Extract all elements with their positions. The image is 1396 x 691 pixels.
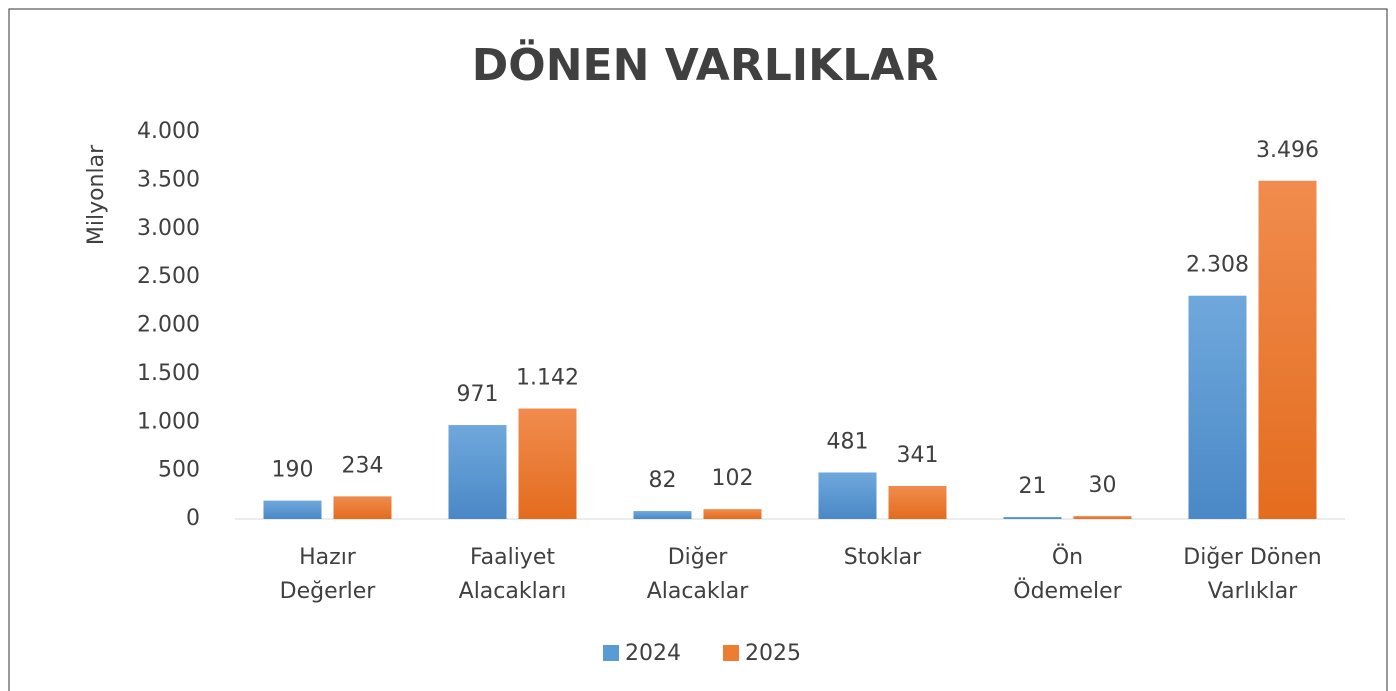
data-label: 3.496 (1256, 138, 1319, 163)
bar (333, 496, 392, 519)
data-label: 102 (712, 466, 754, 491)
data-label: 21 (1019, 474, 1047, 499)
x-tick-label: Diğer Alacaklar (647, 545, 750, 604)
bar (1188, 295, 1247, 519)
bar (633, 511, 692, 519)
bar (263, 500, 322, 519)
data-label: 2.308 (1186, 253, 1249, 278)
legend-swatch (723, 645, 739, 661)
legend-label: 2024 (625, 641, 681, 666)
x-tick-label: Ön Ödemeler (1013, 544, 1122, 604)
bar (1003, 516, 1062, 519)
y-tick-label: 4.000 (137, 119, 200, 144)
legend-label: 2025 (745, 641, 801, 666)
bar (818, 472, 877, 519)
x-tick-label: Stoklar (844, 545, 922, 570)
x-tick-label: Diğer Dönen Varlıklar (1183, 545, 1321, 604)
data-label: 190 (272, 458, 314, 483)
y-axis-label: Milyonlar (84, 144, 109, 245)
bar (1073, 516, 1132, 519)
chart-title: DÖNEN VARLIKLAR (472, 38, 938, 91)
y-tick-label: 500 (158, 458, 200, 483)
bar (703, 509, 762, 519)
x-tick-label: Faaliyet Alacakları (459, 545, 567, 604)
bar (448, 425, 507, 519)
y-tick-label: 2.000 (137, 313, 200, 338)
y-tick-label: 0 (186, 506, 200, 531)
y-tick-label: 1.500 (137, 361, 200, 386)
chart-border (8, 8, 1388, 691)
legend-swatch (603, 645, 619, 661)
y-tick-label: 1.000 (137, 409, 200, 434)
bar (1258, 180, 1317, 519)
bar (888, 486, 947, 519)
data-label: 481 (827, 429, 869, 454)
data-label: 341 (897, 443, 939, 468)
data-label: 82 (649, 468, 677, 493)
x-tick-label: Hazır Değerler (280, 545, 377, 604)
y-tick-label: 3.000 (137, 216, 200, 241)
y-tick-label: 3.500 (137, 167, 200, 192)
bar (518, 408, 577, 519)
y-tick-label: 2.500 (137, 264, 200, 289)
data-label: 971 (457, 382, 499, 407)
data-label: 234 (342, 453, 384, 478)
data-label: 1.142 (516, 366, 579, 391)
data-label: 30 (1089, 473, 1117, 498)
